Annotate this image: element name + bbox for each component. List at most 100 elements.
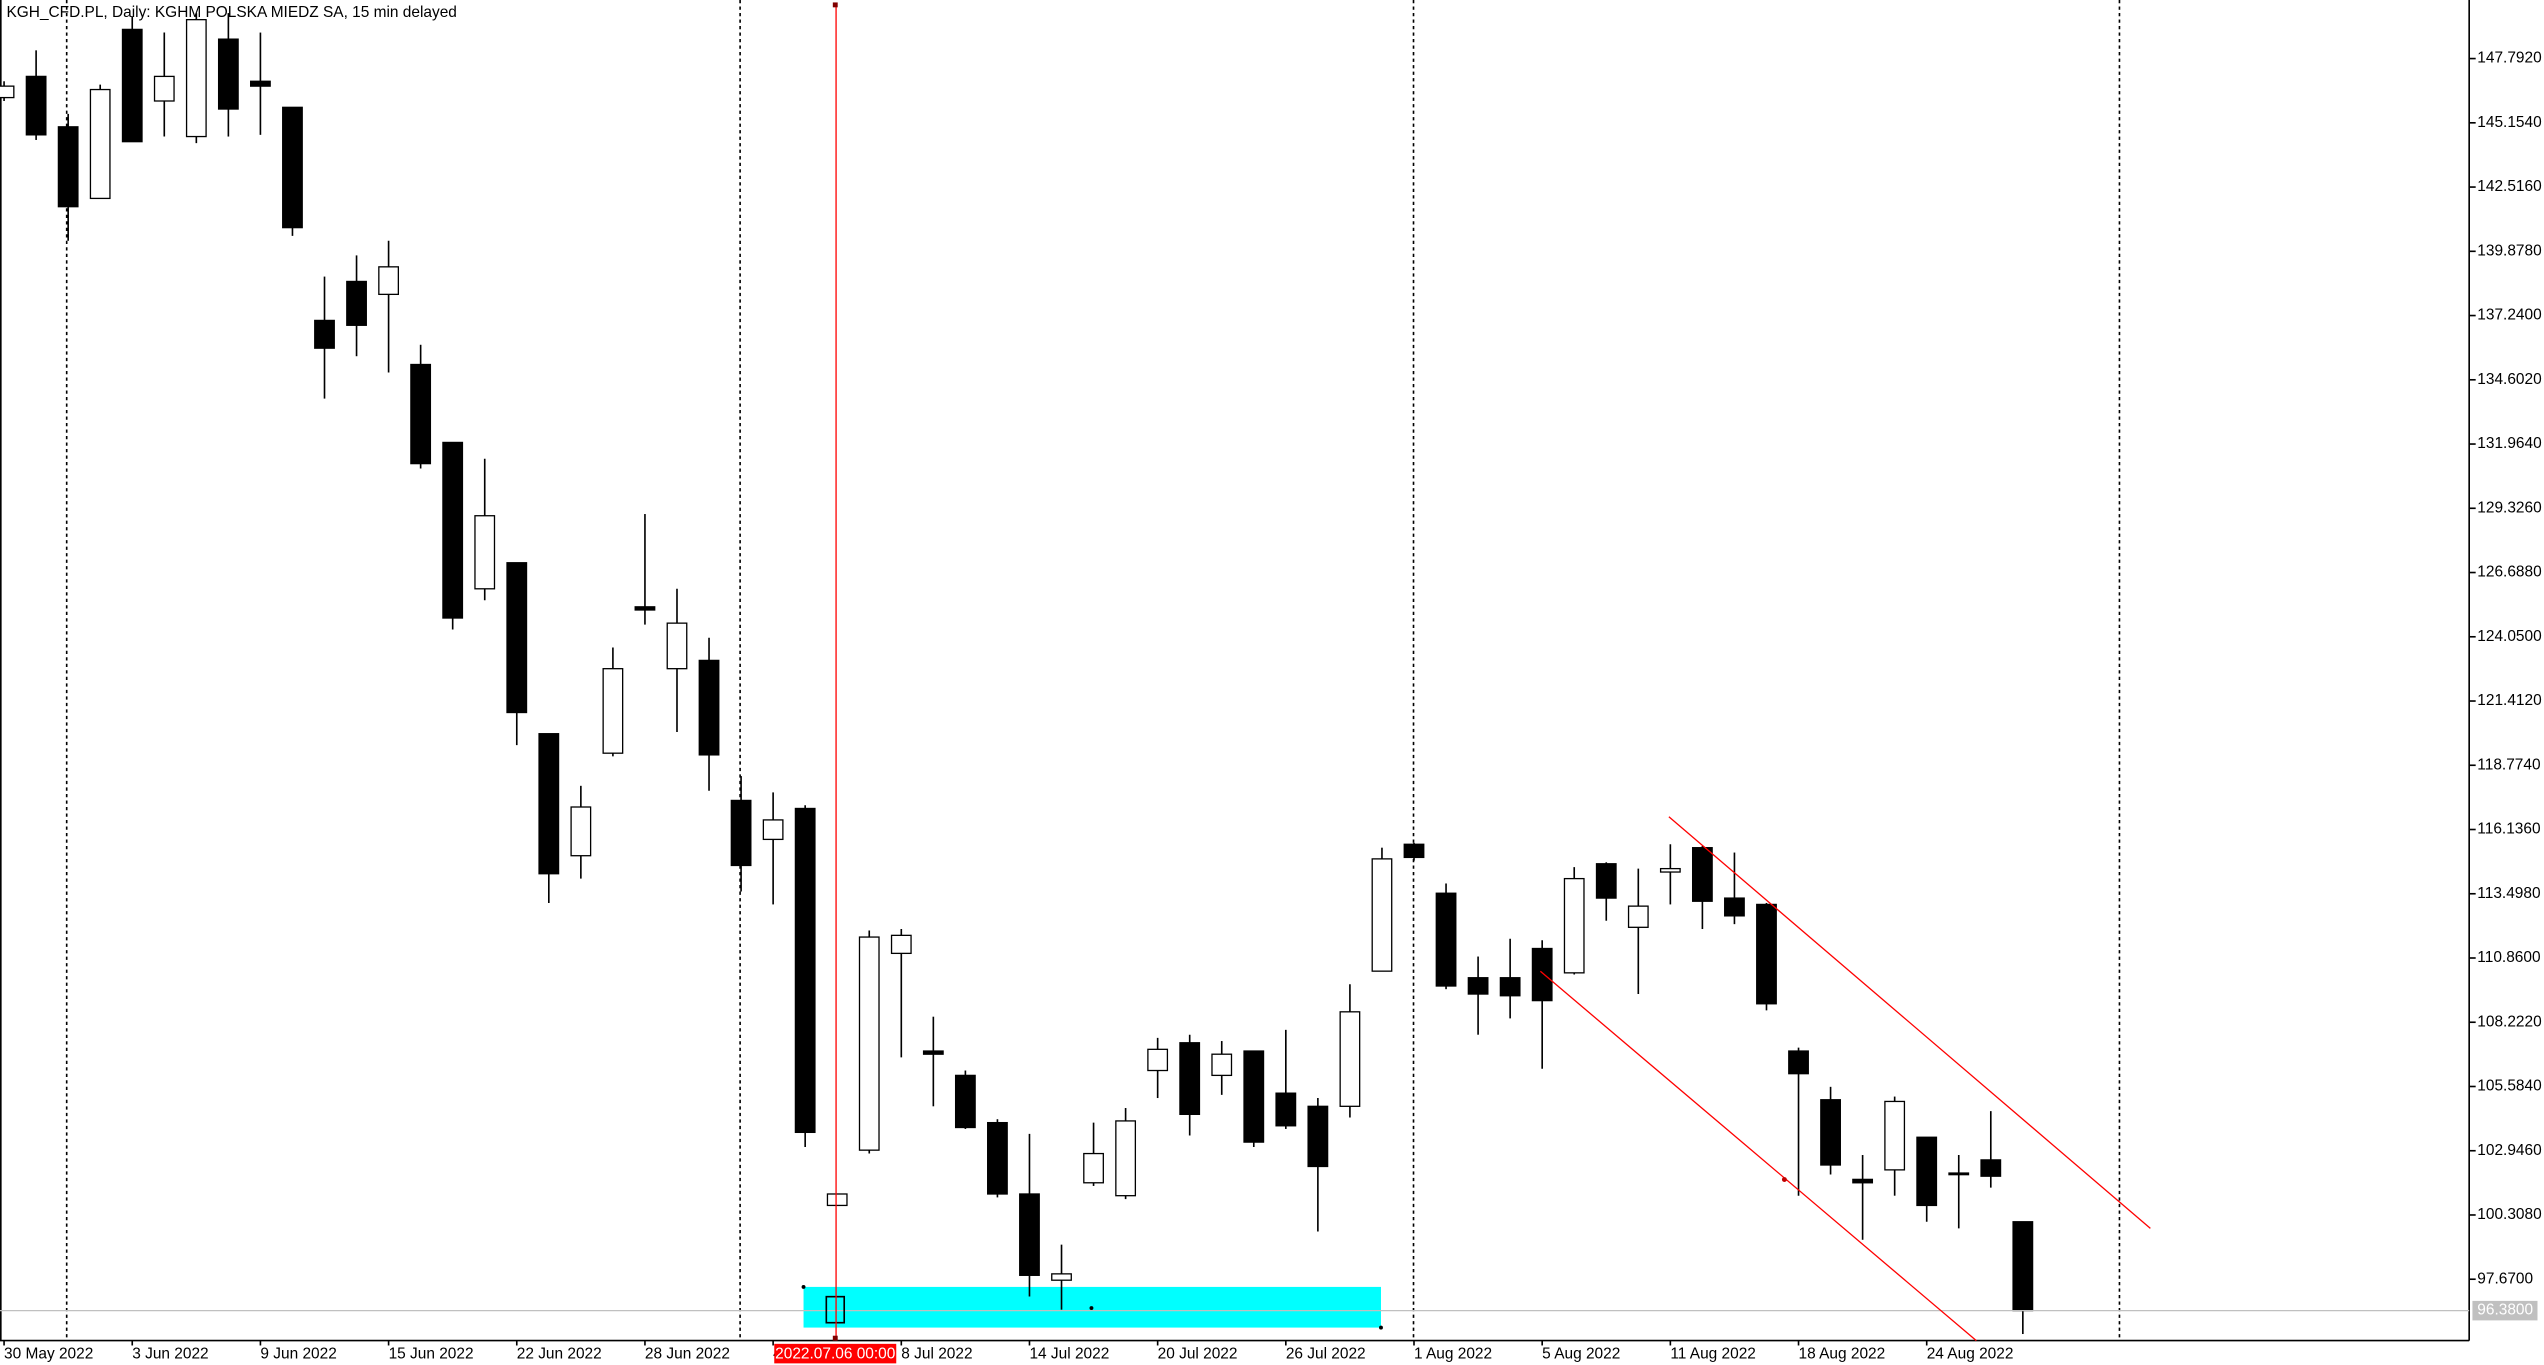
y-tick-label: 147.7920 [2477, 50, 2541, 67]
candle-body [538, 733, 560, 875]
x-tick-label: 1 Aug 2022 [1414, 1346, 1492, 1363]
candle-body [25, 75, 47, 136]
candle-body [1211, 1053, 1233, 1077]
x-tick-label: 24 Aug 2022 [1927, 1346, 2014, 1363]
candle-body [1243, 1050, 1265, 1143]
y-tick-label: 116.1360 [2477, 821, 2540, 838]
candle-body [1595, 863, 1617, 899]
candle-body [730, 799, 752, 867]
candle-body [1884, 1100, 1906, 1171]
y-tick-label: 137.2400 [2477, 307, 2541, 324]
candle-body [858, 936, 880, 1151]
y-tick-label: 102.9460 [2477, 1142, 2541, 1159]
channel-line[interactable] [1539, 970, 1977, 1342]
y-tick-label: 97.6700 [2477, 1270, 2533, 1287]
candle-body [1531, 947, 1553, 1002]
candle-body [57, 126, 79, 208]
candle-body [666, 622, 688, 670]
anchor-point [1379, 1325, 1383, 1330]
y-tick-label: 134.6020 [2477, 371, 2541, 388]
candle-body [1467, 977, 1489, 995]
crosshair-label-box [774, 1343, 897, 1364]
last-price-label: 96.3800 [2477, 1302, 2533, 1319]
candle-body [1147, 1048, 1169, 1072]
candle-body [282, 106, 303, 229]
anchor-point [1089, 1306, 1094, 1311]
candle-body [1115, 1120, 1137, 1197]
last-price-box [2472, 1300, 2538, 1321]
candle-body [954, 1074, 976, 1129]
x-tick-label: 11 Aug 2022 [1670, 1346, 1756, 1363]
candle-body [378, 266, 400, 296]
candle-body [1852, 1178, 1874, 1184]
candle-body [602, 668, 624, 754]
y-tick-label: 145.1540 [2477, 114, 2541, 131]
candle-body [1019, 1193, 1040, 1276]
y-tick-label: 113.4980 [2477, 885, 2540, 902]
candle-body [250, 80, 271, 87]
candle-body [1051, 1273, 1072, 1281]
y-tick-label: 110.8600 [2477, 949, 2540, 966]
candle-body [0, 85, 15, 99]
y-tick-label: 105.5840 [2477, 1078, 2541, 1095]
x-tick-label: 30 May 2022 [4, 1346, 93, 1363]
candle-body [1724, 897, 1745, 917]
x-tick-label: 22 Jun 2022 [517, 1346, 602, 1363]
y-tick-label: 142.5160 [2477, 178, 2541, 195]
marks [0, 13, 2470, 1335]
candle-body [1563, 877, 1585, 974]
candle-body [987, 1121, 1008, 1195]
y-tick-label: 118.7740 [2477, 756, 2540, 773]
x-tick-label: 5 Aug 2022 [1542, 1346, 1620, 1363]
candle-body [1788, 1050, 1809, 1075]
candle-body [1756, 903, 1777, 1005]
candle-body [1820, 1099, 1841, 1166]
y-tick-label: 131.9640 [2477, 435, 2541, 452]
candle-body [698, 659, 720, 756]
candle-body [1307, 1105, 1329, 1168]
x-tick-label: 8 Jul 2022 [901, 1346, 972, 1363]
candle-body [1339, 1011, 1361, 1107]
chart-title: KGH_CFD.PL, Daily: KGHM POLSKA MIEDZ SA,… [7, 4, 457, 21]
candle-body [442, 441, 464, 619]
candle-body [1659, 867, 1681, 873]
candle-body [217, 38, 239, 110]
candle-body [826, 1193, 848, 1207]
anchor-point [832, 2, 838, 8]
candle-body [1403, 843, 1425, 859]
candle-body [1499, 977, 1521, 997]
x-tick-label: 3 Jun 2022 [132, 1346, 208, 1363]
x-tick-label: 14 Jul 2022 [1029, 1346, 1109, 1363]
candle-body [1435, 892, 1457, 987]
candle-body [570, 806, 592, 857]
x-tick-label: 9 Jun 2022 [260, 1346, 336, 1363]
x-tick-label: 18 Aug 2022 [1799, 1346, 1886, 1363]
candle-body [1627, 905, 1649, 928]
y-tick-label: 124.0500 [2477, 628, 2541, 645]
candle-body [506, 562, 528, 714]
crosshair-label: 2022.07.06 00:00 [775, 1346, 895, 1363]
y-tick-label: 121.4120 [2477, 692, 2541, 709]
channel-line[interactable] [1668, 816, 2151, 1229]
candle-body [1980, 1159, 2002, 1177]
anchor-point [801, 1284, 806, 1289]
candle-body [1691, 847, 1713, 902]
y-tick-label: 126.6880 [2477, 564, 2541, 581]
x-tick-label: 20 Jul 2022 [1158, 1346, 1238, 1363]
y-tick-label: 108.2220 [2477, 1013, 2541, 1030]
anchor-point [832, 1335, 838, 1341]
candle-body [1916, 1136, 1938, 1207]
candle-body [794, 807, 816, 1134]
candle-body [1179, 1042, 1201, 1116]
anchor-point [1781, 1177, 1787, 1182]
y-tick-label: 139.8780 [2477, 242, 2541, 259]
candle-body [1948, 1172, 1970, 1176]
candle-body [346, 280, 367, 326]
candle-body [762, 819, 784, 841]
candle-body [410, 363, 432, 465]
candle-body [314, 319, 335, 349]
candle-body [121, 28, 143, 143]
